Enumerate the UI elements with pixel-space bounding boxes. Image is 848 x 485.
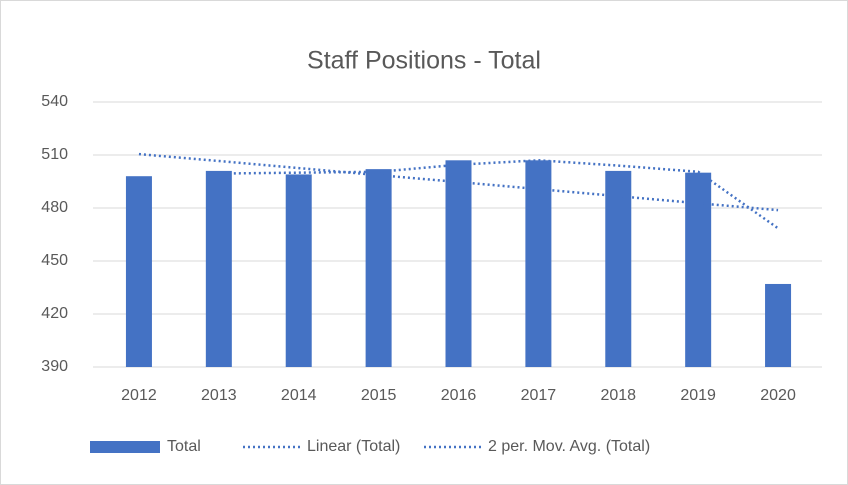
y-tick-label: 420 [41,305,68,322]
x-tick-label: 2019 [680,387,716,404]
bar [445,160,472,367]
bar [365,169,392,367]
chart-title: Staff Positions - Total [307,47,541,75]
x-tick-label: 2014 [281,387,317,404]
x-tick-label: 2015 [361,387,397,404]
legend-label: Linear (Total) [307,438,400,455]
x-tick-label: 2016 [441,387,477,404]
bar [205,170,232,367]
y-tick-label: 510 [41,146,68,163]
x-tick-label: 2012 [121,387,157,404]
legend-label: 2 per. Mov. Avg. (Total) [488,438,650,455]
trend-line [138,152,779,212]
trend-line [218,159,779,230]
x-tick-label: 2013 [201,387,237,404]
legend-swatch [90,441,160,453]
y-tick-label: 450 [41,252,68,269]
bar [685,172,712,367]
bar [125,176,152,367]
bar [765,283,792,367]
x-tick-label: 2017 [521,387,557,404]
y-tick-label: 390 [41,358,68,375]
bar [605,170,632,367]
x-tick-label: 2018 [600,387,636,404]
y-tick-label: 480 [41,199,68,216]
x-tick-label: 2020 [760,387,796,404]
bar [525,160,552,367]
legend-label: Total [167,438,201,455]
y-tick-label: 540 [41,93,68,110]
bar [285,174,312,367]
